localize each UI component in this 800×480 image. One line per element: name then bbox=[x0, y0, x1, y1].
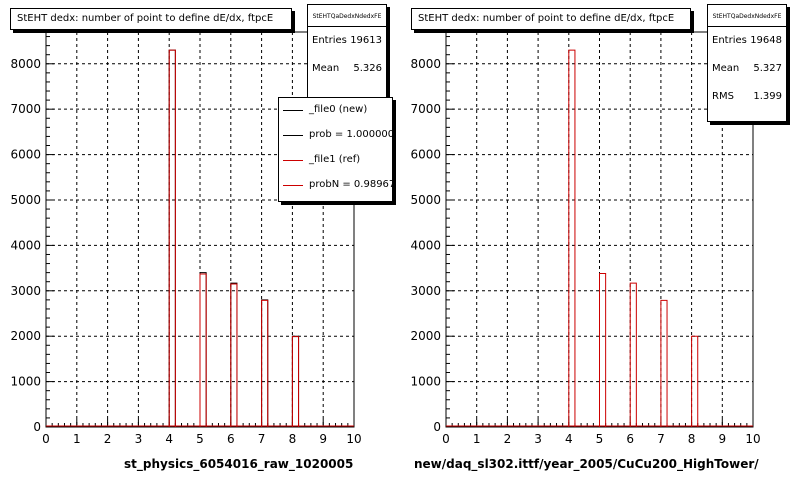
legend-entry: probN = 0.98967 bbox=[279, 173, 392, 198]
x-tick-label: 1 bbox=[473, 432, 481, 446]
legend-line bbox=[283, 135, 303, 136]
legend-label: prob = 1.000000 bbox=[309, 129, 393, 140]
histogram-bar bbox=[660, 299, 668, 427]
legend-label: _file1 (ref) bbox=[309, 154, 361, 165]
x-tick-label: 9 bbox=[319, 432, 327, 446]
right-stats-rms-label: RMS bbox=[712, 91, 734, 102]
x-tick-label: 5 bbox=[196, 432, 204, 446]
y-tick-label: 2000 bbox=[10, 329, 41, 343]
x-tick-label: 8 bbox=[688, 432, 696, 446]
legend-line bbox=[283, 185, 303, 186]
right-stats-entries-value: 19648 bbox=[750, 35, 782, 46]
right-stats-rms-value: 1.399 bbox=[753, 91, 782, 102]
y-tick-label: 6000 bbox=[10, 148, 41, 162]
histogram-bar bbox=[291, 336, 300, 427]
right-stats-rms-row: RMS 1.399 bbox=[708, 83, 786, 111]
x-tick-label: 6 bbox=[227, 432, 235, 446]
x-tick-label: 4 bbox=[165, 432, 173, 446]
x-tick-label: 0 bbox=[42, 432, 50, 446]
y-tick-label: 3000 bbox=[10, 284, 41, 298]
histogram-bar bbox=[261, 299, 269, 427]
right-chart-title: StEHT dedx: number of point to define dE… bbox=[418, 13, 675, 24]
x-tick-label: 10 bbox=[346, 432, 361, 446]
y-tick-label: 1000 bbox=[10, 375, 41, 389]
y-tick-label: 1000 bbox=[410, 375, 441, 389]
x-tick-label: 7 bbox=[258, 432, 266, 446]
x-tick-label: 1 bbox=[73, 432, 81, 446]
right-stats-entries-label: Entries bbox=[712, 35, 747, 46]
histogram-bar bbox=[199, 273, 207, 427]
legend-label: _file0 (new) bbox=[309, 104, 368, 115]
x-tick-label: 7 bbox=[657, 432, 665, 446]
left-stats-entries-label: Entries bbox=[312, 35, 347, 46]
legend-line bbox=[283, 110, 303, 111]
left-stats-mean-row: Mean 5.326 bbox=[308, 55, 386, 83]
y-tick-label: 0 bbox=[433, 420, 441, 434]
y-tick-label: 0 bbox=[33, 420, 41, 434]
histogram-bar bbox=[230, 283, 238, 427]
left-chart-title: StEHT dedx: number of point to define dE… bbox=[17, 13, 274, 24]
right-stats-box: StEHTQaDedxNdedxFE Entries 19648 Mean 5.… bbox=[707, 4, 787, 122]
right-stats-mean-label: Mean bbox=[712, 63, 740, 74]
y-tick-label: 2000 bbox=[410, 329, 441, 343]
left-stats-entries-value: 19613 bbox=[350, 35, 382, 46]
histogram-bar bbox=[568, 49, 576, 427]
legend-label: probN = 0.98967 bbox=[309, 179, 393, 190]
histogram-bar bbox=[168, 49, 176, 427]
y-tick-label: 4000 bbox=[10, 238, 41, 252]
left-x-axis-title: st_physics_6054016_raw_1020005 bbox=[124, 457, 354, 471]
y-tick-label: 3000 bbox=[410, 284, 441, 298]
histogram-bar bbox=[629, 282, 637, 427]
x-tick-label: 10 bbox=[745, 432, 760, 446]
x-tick-label: 9 bbox=[718, 432, 726, 446]
y-tick-label: 5000 bbox=[410, 193, 441, 207]
x-tick-label: 4 bbox=[565, 432, 573, 446]
left-stats-mean-label: Mean bbox=[312, 63, 340, 74]
x-tick-label: 5 bbox=[596, 432, 604, 446]
y-tick-label: 8000 bbox=[410, 57, 441, 71]
legend-line bbox=[283, 160, 303, 161]
right-stats-name: StEHTQaDedxNdedxFE bbox=[708, 5, 786, 27]
left-stats-entries-row: Entries 19613 bbox=[308, 27, 386, 55]
y-tick-label: 7000 bbox=[10, 102, 41, 116]
left-stats-mean-value: 5.326 bbox=[353, 63, 382, 74]
x-tick-label: 6 bbox=[626, 432, 634, 446]
legend-entry: _file0 (new) bbox=[279, 98, 392, 123]
right-x-axis-title: new/daq_sl302.ittf/year_2005/CuCu200_Hig… bbox=[414, 457, 759, 471]
y-tick-label: 7000 bbox=[410, 102, 441, 116]
left-legend: _file0 (new) prob = 1.000000 _file1 (ref… bbox=[278, 97, 393, 202]
y-tick-label: 5000 bbox=[10, 193, 41, 207]
left-title-box: StEHT dedx: number of point to define dE… bbox=[10, 8, 292, 30]
left-stats-name: StEHTQaDedxNdedxFE bbox=[308, 5, 386, 27]
y-tick-label: 4000 bbox=[410, 238, 441, 252]
right-title-box: StEHT dedx: number of point to define dE… bbox=[411, 8, 691, 30]
x-tick-label: 3 bbox=[534, 432, 542, 446]
x-tick-label: 2 bbox=[504, 432, 512, 446]
x-tick-label: 8 bbox=[289, 432, 297, 446]
x-tick-label: 0 bbox=[442, 432, 450, 446]
x-tick-label: 3 bbox=[135, 432, 143, 446]
legend-entry: prob = 1.000000 bbox=[279, 123, 392, 148]
right-stats-mean-row: Mean 5.327 bbox=[708, 55, 786, 83]
histogram-bar bbox=[691, 335, 699, 427]
histogram-bar bbox=[599, 273, 607, 427]
y-tick-label: 6000 bbox=[410, 148, 441, 162]
legend-entry: _file1 (ref) bbox=[279, 148, 392, 173]
right-stats-entries-row: Entries 19648 bbox=[708, 27, 786, 55]
x-tick-label: 2 bbox=[104, 432, 112, 446]
y-tick-label: 8000 bbox=[10, 57, 41, 71]
right-stats-mean-value: 5.327 bbox=[753, 63, 782, 74]
